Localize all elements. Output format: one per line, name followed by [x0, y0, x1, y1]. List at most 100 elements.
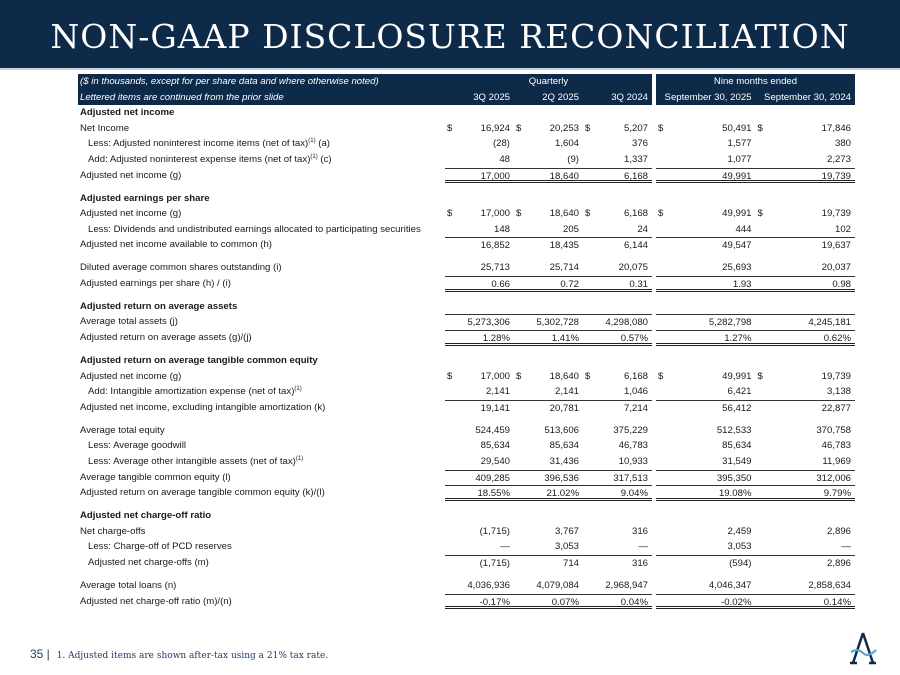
- value-cell: 5,302,728: [514, 314, 583, 330]
- row-label-text: Diluted average common shares outstandin…: [80, 262, 282, 274]
- row-label-text: Adjusted return on average assets: [80, 300, 238, 312]
- row-label: Less: Average goodwill: [78, 438, 445, 454]
- dollar-sign: $: [757, 208, 763, 220]
- value-cell: 2,459: [656, 524, 756, 540]
- spacer-row: [78, 415, 855, 422]
- column-header: 3Q 2024: [583, 89, 652, 106]
- value: 6,421: [727, 386, 752, 398]
- value-cell: 19,637: [755, 237, 855, 253]
- value: -0.02%: [721, 596, 752, 608]
- row-label: Less: Dividends and undistributed earnin…: [78, 222, 445, 238]
- spacer-row: [78, 292, 855, 299]
- table-header-row-1: ($ in thousands, except for per share da…: [78, 74, 855, 90]
- value: 5,207: [623, 122, 648, 134]
- value-cell: 5,282,798: [656, 314, 756, 330]
- value: 1,337: [623, 153, 648, 165]
- value-cell: 524,459: [445, 423, 514, 439]
- value: 10,933: [618, 456, 648, 468]
- value: 1,077: [727, 153, 752, 165]
- value: 11,969: [822, 456, 851, 468]
- company-logo-icon: [850, 632, 877, 665]
- column-header: September 30, 2025: [656, 89, 756, 106]
- value-cell: -0.02%: [656, 593, 756, 610]
- table-row: Adjusted net charge-off ratio (m)/(n) -0.…: [78, 593, 855, 610]
- value-cell: $50,491: [656, 121, 756, 137]
- value: 312,006: [816, 472, 851, 484]
- value-cell: 46,783: [583, 438, 652, 454]
- value: 317,513: [613, 472, 648, 484]
- value: 1.27%: [724, 333, 752, 345]
- value-cell: 18,640: [514, 167, 583, 184]
- spacer-row: [78, 253, 855, 260]
- row-label: Adjusted return on average assets (g)/(j…: [78, 330, 445, 346]
- value: 85,634: [480, 440, 510, 452]
- table-row: Average total assets (j) 5,273,306 5,302,7…: [78, 314, 855, 330]
- value: 0.04%: [620, 596, 648, 608]
- value: 19.08%: [718, 488, 752, 500]
- row-label: Adjusted earnings per share (h) / (i): [78, 276, 445, 292]
- row-label-text: Adjusted net income (g): [80, 169, 182, 181]
- value-cell: 0.31: [583, 275, 652, 292]
- row-label-text: Adjusted net income, excluding intangibl…: [80, 401, 326, 413]
- value: 49,991: [722, 370, 752, 382]
- value: 21.02%: [546, 488, 579, 500]
- row-label: Average total equity: [78, 423, 445, 439]
- value-cell: 375,229: [583, 423, 652, 439]
- value: 18,640: [549, 170, 579, 182]
- value: 376: [631, 138, 648, 150]
- value: 102: [834, 223, 851, 235]
- value-cell: 2,141: [445, 384, 514, 400]
- table-row: Adjusted net income available to common …: [78, 237, 855, 253]
- value: 2,459: [727, 525, 752, 537]
- value-cell: $18,640: [514, 369, 583, 385]
- row-label-text: Adjusted return on average tangible comm…: [80, 355, 318, 367]
- section-heading-row: Adjusted earnings per share: [78, 191, 855, 207]
- row-label-text: Adjusted return on average tangible comm…: [80, 487, 325, 499]
- value: 2,858,634: [808, 579, 851, 591]
- value-cell: 395,350: [656, 469, 756, 486]
- value-cell: $19,739: [756, 206, 856, 222]
- value: 20,037: [821, 262, 851, 274]
- value-cell: 17,000: [445, 167, 514, 184]
- row-label-suffix: (a): [315, 138, 330, 150]
- value: 1,046: [623, 386, 648, 398]
- value-cell: 19,141: [445, 399, 514, 416]
- row-label-text: Adjusted earnings per share (h) / (i): [80, 277, 231, 289]
- value-cell: 4,046,347: [656, 578, 756, 594]
- value: 5,282,798: [708, 317, 752, 329]
- value-cell: 20,075: [583, 260, 652, 276]
- value-cell: 22,877: [755, 399, 855, 416]
- dollar-sign: $: [447, 370, 453, 382]
- value: (1,715): [479, 525, 510, 537]
- row-label-text: Add: Intangible amortization expense (ne…: [88, 386, 295, 398]
- row-label-text: Average total equity: [80, 424, 165, 436]
- value-cell: 24: [583, 222, 652, 238]
- row-label: Adjusted net income (g): [78, 206, 445, 222]
- value: —: [500, 541, 510, 553]
- value: 49,991: [722, 208, 752, 220]
- spacer-row: [78, 346, 855, 353]
- value: 6,144: [623, 240, 648, 252]
- value-cell: —: [445, 539, 514, 555]
- value: 2,968,947: [605, 579, 648, 591]
- table-row: Less: Average goodwill 85,634 85,634 46,783…: [78, 438, 855, 454]
- value: —: [841, 541, 851, 553]
- value-cell: 85,634: [445, 438, 514, 454]
- value: 56,412: [722, 402, 752, 414]
- value-cell: $17,000: [445, 369, 514, 385]
- row-label: Add: Adjusted noninterest expense items …: [78, 152, 445, 168]
- value: 25,714: [549, 262, 579, 274]
- value: 19,739: [821, 370, 851, 382]
- dollar-sign: $: [516, 208, 522, 220]
- value: 396,536: [544, 472, 579, 484]
- value: 4,079,084: [536, 579, 579, 591]
- spacer-row: [78, 183, 855, 190]
- value-cell: 409,285: [445, 469, 514, 486]
- value-cell: 4,079,084: [514, 578, 583, 594]
- value: 512,533: [716, 424, 752, 436]
- value-cell: 6,421: [656, 384, 756, 400]
- value: 19,637: [821, 240, 851, 252]
- value-cell: 0.66: [445, 275, 514, 292]
- value-cell: 0.04%: [583, 593, 652, 610]
- value-cell: 1,604: [514, 136, 583, 152]
